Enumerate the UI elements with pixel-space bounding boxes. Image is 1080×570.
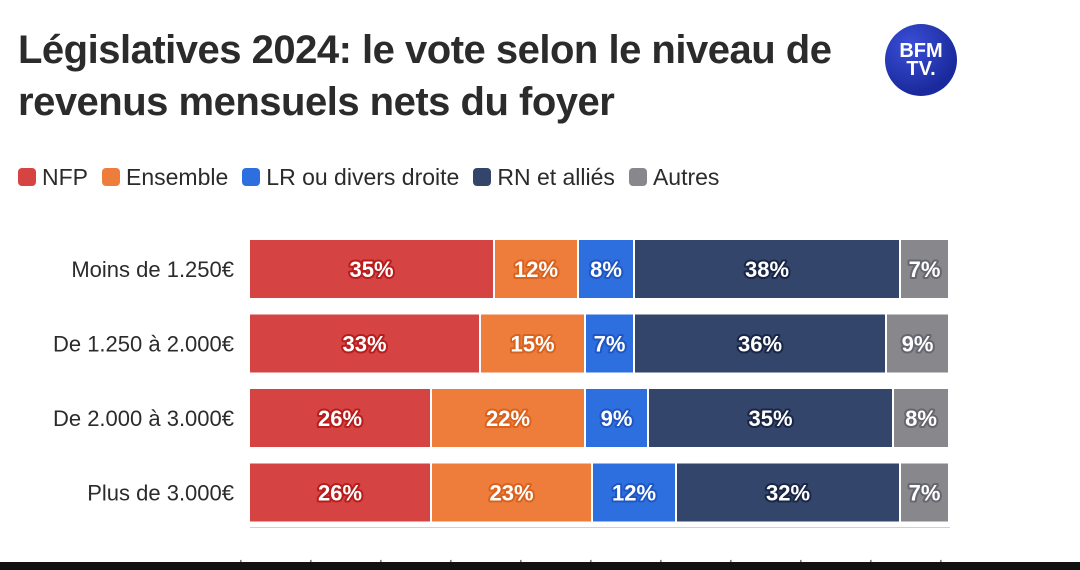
bar-segment	[586, 314, 633, 373]
segment-data-label: 7%	[909, 481, 941, 506]
segment-data-label: 7%	[594, 332, 626, 357]
segment-data-label: 12%	[514, 257, 558, 282]
bar-segment	[495, 240, 577, 298]
logo-line-2: TV.	[906, 58, 936, 80]
segment-data-label: 8%	[905, 406, 937, 431]
bar-segment	[901, 463, 948, 522]
logo-line-1: BFM	[899, 40, 943, 62]
stacked-bar-chart: Moins de 1.250€ 35% 12% 8% 38% 7% De 1.250 à 2…	[53, 240, 952, 570]
segment-data-label: 22%	[486, 406, 530, 431]
bar-segment	[593, 463, 675, 522]
legend-swatch-rn	[473, 168, 492, 186]
bar-segment	[894, 389, 948, 447]
legend-label-lr: LR ou divers droite	[266, 163, 460, 190]
legend-item-autres: Autres	[628, 163, 720, 191]
category-label: De 2.000 à 3.000€	[53, 406, 234, 431]
segment-data-label: 23%	[489, 481, 533, 506]
chart-title: Législatives 2024: le vote selon le nive…	[18, 28, 832, 124]
segment-data-label: 12%	[612, 481, 656, 506]
segment-data-label: 9%	[902, 332, 934, 357]
legend-label-rn: RN et alliés	[497, 163, 615, 190]
bar-segment	[635, 240, 899, 298]
segment-data-label: 15%	[510, 332, 554, 357]
segment-data-label: 8%	[590, 257, 622, 282]
bar-segment	[432, 463, 591, 522]
legend-item-ensemble: Ensemble	[102, 164, 228, 191]
legend-item-rn: RN et alliés	[473, 164, 615, 191]
legend-label-autres: Autres	[652, 163, 720, 190]
category-label: De 1.250 à 2.000€	[53, 332, 234, 357]
legend: NFP Ensemble LR ou divers droite RN et a…	[18, 162, 719, 192]
legend-swatch-autres	[628, 168, 647, 186]
segment-data-label: 35%	[748, 406, 792, 431]
bar-segment	[250, 463, 430, 522]
bar-segment	[635, 314, 885, 373]
bar-segment	[250, 240, 493, 298]
category-label: Moins de 1.250€	[71, 257, 234, 282]
segment-data-label: 32%	[766, 481, 810, 506]
bar-segment	[586, 389, 647, 447]
bar-segment	[649, 389, 892, 447]
segment-data-label: 38%	[745, 257, 789, 282]
legend-label-nfp: NFP	[42, 163, 88, 190]
bar-segment	[250, 389, 430, 447]
segment-data-label: 7%	[909, 257, 941, 282]
bar-segment	[432, 389, 584, 447]
segment-data-label: 35%	[349, 257, 393, 282]
segment-data-label: 33%	[342, 332, 386, 357]
bar-segment	[250, 314, 479, 373]
legend-swatch-lr	[242, 168, 261, 186]
bar-segment	[481, 314, 584, 373]
bfmtv-logo: BFM TV.	[885, 24, 957, 96]
segment-data-label: 26%	[318, 406, 362, 431]
bottom-edge-bar	[0, 562, 1080, 570]
segment-data-label: 9%	[601, 406, 633, 431]
bar-segment	[579, 240, 633, 298]
category-label: Plus de 3.000€	[87, 481, 234, 506]
bar-segment	[901, 240, 948, 298]
segment-data-label: 36%	[738, 332, 782, 357]
bar-segment	[677, 463, 899, 522]
legend-swatch-nfp	[18, 168, 36, 186]
segment-data-label: 26%	[318, 481, 362, 506]
legend-item-nfp: NFP	[18, 164, 88, 191]
bar-segment	[887, 314, 948, 373]
legend-label-ensemble: Ensemble	[126, 163, 229, 190]
legend-swatch-ensemble	[102, 168, 120, 186]
legend-item-lr: LR ou divers droite	[242, 164, 459, 191]
